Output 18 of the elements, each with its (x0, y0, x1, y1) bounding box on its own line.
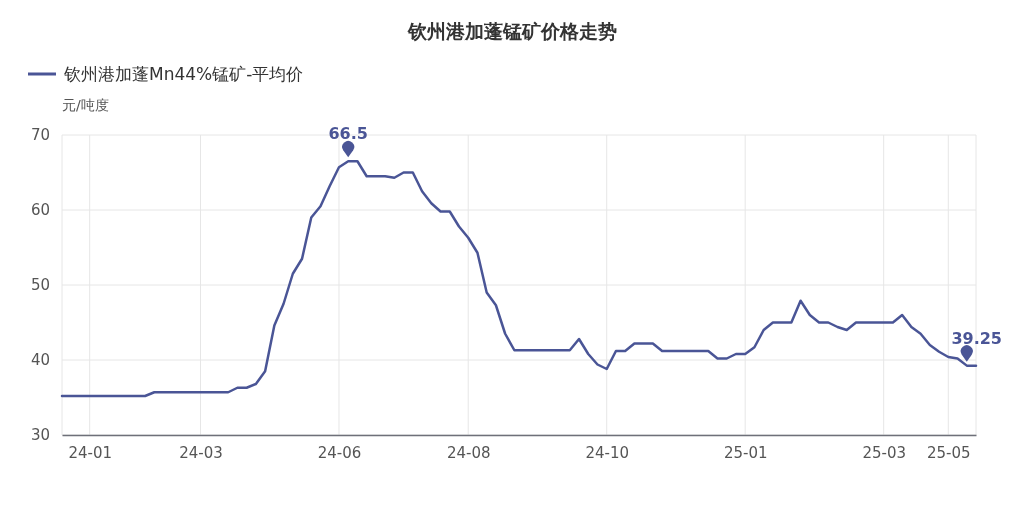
x-tick-label: 24-03 (179, 443, 223, 462)
x-tick-label: 24-08 (446, 443, 491, 462)
x-tick-label: 24-01 (68, 443, 112, 462)
x-tick-label: 25-05 (927, 443, 971, 462)
y-tick-label: 40 (30, 351, 50, 370)
annotation: 66.5 (328, 124, 368, 144)
y-tick-label: 30 (30, 426, 50, 445)
legend-label: 钦州港加蓬Mn44%锰矿-平均价 (63, 64, 304, 84)
y-tick-label: 60 (30, 201, 50, 220)
x-tick-label: 25-03 (862, 443, 906, 462)
x-tick-label: 24-06 (317, 443, 362, 462)
x-tick-label: 24-10 (585, 443, 629, 462)
chart-title: 钦州港加蓬锰矿价格走势 (406, 20, 617, 42)
x-tick-label: 25-01 (723, 443, 768, 462)
y-tick-label: 70 (30, 126, 50, 145)
y-axis-title: 元/吨度 (62, 97, 109, 113)
annotation: 39.25 (951, 328, 1002, 348)
y-tick-label: 50 (30, 276, 50, 295)
